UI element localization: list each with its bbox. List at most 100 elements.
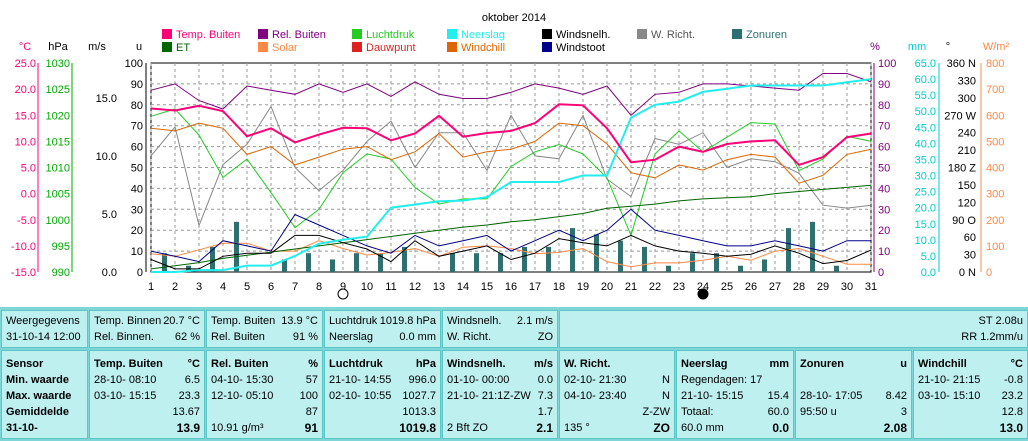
stat-column-6: Neerslag mm Regendagen: 17 21-10- 15:15 15.4… (676, 350, 794, 439)
stat-value: 996.0 (408, 374, 436, 386)
legend-swatch (258, 29, 268, 39)
stat-value: 1.7 (537, 406, 553, 418)
stat-value: 60.0 (767, 406, 789, 418)
stat-value: 1013.3 (402, 406, 436, 418)
windsnelh-label: Windsnelh. (447, 315, 502, 327)
rel-binnen-label: Rel. Binnen. (94, 331, 154, 343)
stat-label: 02-10- 21:30 (564, 374, 627, 386)
rain-axis-label: mm (908, 41, 926, 53)
rain-tick-label: 65.0 (915, 58, 936, 70)
stat-label: 04-10- 15:30 (211, 374, 274, 386)
hum-tick-label: 30 (878, 204, 890, 216)
rel-buiten-value: 91 % (292, 331, 318, 343)
solar-tick-label: 0 (986, 267, 992, 279)
sunshine-bar (330, 259, 335, 272)
x-tick-label: 26 (745, 281, 757, 293)
press-tick-label: 1025 (46, 84, 70, 96)
temp-tick-label: 25.0 (15, 58, 36, 70)
stat-value: 12.8 (1001, 406, 1023, 418)
stat-value: °C (1010, 358, 1023, 370)
x-tick-label: 11 (385, 281, 396, 293)
stat-label: Zonuren (800, 358, 844, 370)
rain-tick-label: 0.0 (921, 267, 936, 279)
dir-tick-label: 270 W (944, 110, 976, 122)
x-tick-label: 5 (244, 281, 250, 293)
avg-label: Gemiddelde (6, 406, 69, 418)
stat-label: Windsnelh. (447, 358, 506, 370)
rel-buiten-label: Rel. Buiten (211, 331, 265, 343)
stat-column-1: Temp. Buiten °C 28-10- 08:10 6.5 03-10- 15:1… (89, 350, 205, 439)
stat-value: 0.0 (772, 421, 789, 435)
stat-value: 100 (299, 390, 318, 402)
legend-swatch (352, 42, 362, 52)
temp-tick-label: 20.0 (15, 84, 36, 96)
sun-tick-label: 100 (125, 58, 143, 70)
x-tick-label: 30 (841, 281, 853, 293)
min-label: Min. waarde (6, 374, 69, 386)
stat-label: Temp. Buiten (94, 358, 163, 370)
weergegevens-label: Weergegevens (6, 315, 80, 327)
legend-label: Solar (272, 42, 298, 54)
chart-title: oktober 2014 (482, 12, 546, 24)
stat-value: 13.67 (172, 406, 200, 418)
legend-label: Windsnelh. (556, 29, 610, 41)
press-tick-label: 1000 (46, 215, 70, 227)
wind-tick-label: 10.0 (96, 151, 117, 163)
legend-swatch (162, 29, 172, 39)
sunshine-bar (498, 253, 503, 272)
stat-column-2: Rel. Buiten% 04-10- 15:30 57 12-10- 05:10 10… (206, 350, 323, 439)
stat-value: 91 (304, 421, 318, 435)
stat-value: 7.3 (537, 390, 553, 402)
legend-swatch (542, 29, 552, 39)
et-line (150, 184, 872, 270)
temp-binnen-value: 20.7 °C (163, 315, 200, 327)
sun-tick-label: 70 (131, 121, 143, 133)
sunshine-bar (546, 246, 551, 272)
stat-label: Regendagen: 17 (681, 374, 763, 386)
hum-tick-label: 100 (878, 58, 896, 70)
stat-label: 03-10- 15:15 (94, 390, 157, 402)
x-tick-label: 10 (361, 281, 373, 293)
legend-label: W. Richt. (651, 29, 695, 41)
stat-value: 15.4 (767, 390, 789, 402)
sunshine-bar (714, 253, 719, 272)
dewpoint-line (150, 122, 872, 184)
legend-label: Zonuren (746, 29, 787, 41)
hum-axis-label: % (870, 41, 880, 53)
x-tick-label: 12 (409, 281, 421, 293)
sun-tick-label: 90 (131, 79, 143, 91)
sensor-label: Sensor (6, 358, 44, 370)
temp-buiten-value: 13.9 °C (281, 315, 318, 327)
temp-binnen-label: Temp. Binnen (94, 315, 162, 327)
stat-label: Windchill (918, 358, 967, 370)
dir-tick-label: 240 (958, 128, 976, 140)
legend-swatch (542, 42, 552, 52)
sensor-label-column: Sensor Min. waarde Max. waarde Gemiddeld… (1, 350, 88, 439)
hum-tick-label: 0 (878, 267, 884, 279)
stat-value: 87 (305, 406, 318, 418)
press-tick-label: 995 (52, 241, 70, 253)
legend-swatch (447, 29, 457, 39)
sunshine-bar (402, 246, 407, 272)
windrichting-label: W. Richt. (447, 331, 492, 343)
x-tick-label: 7 (292, 281, 298, 293)
date-label: 31-10- (6, 422, 38, 434)
legend-swatch (732, 29, 742, 39)
stat-value: 6.5 (184, 374, 200, 386)
rain-tick-label: 50.0 (915, 106, 936, 118)
luchtdruk-value: 1019.8 hPa (379, 315, 436, 327)
weather-table: Weergegevens 31-10-14 12:00 Temp. Binnen… (0, 307, 1028, 441)
stat-column-4: Windsnelh. m/s 01-10- 00:00 0.0 21-10- 21:1Z… (442, 350, 558, 439)
temp-buiten-label: Temp. Buiten (211, 315, 276, 327)
stat-value: N (662, 374, 670, 386)
solar-tick-label: 200 (986, 215, 1004, 227)
stat-label: 135 ° (564, 422, 590, 434)
stat-value: 2.08 (883, 421, 907, 435)
x-tick-label: 27 (769, 281, 781, 293)
x-tick-label: 13 (433, 281, 445, 293)
current-datetime: 31-10-14 12:00 (6, 331, 81, 343)
x-tick-label: 2 (172, 281, 178, 293)
luchtdruk-cell: Luchtdruk 1019.8 hPa Neerslag 0.0 mm (324, 310, 441, 348)
legend-label: Dauwpunt (366, 42, 416, 54)
rain-line (151, 78, 872, 273)
